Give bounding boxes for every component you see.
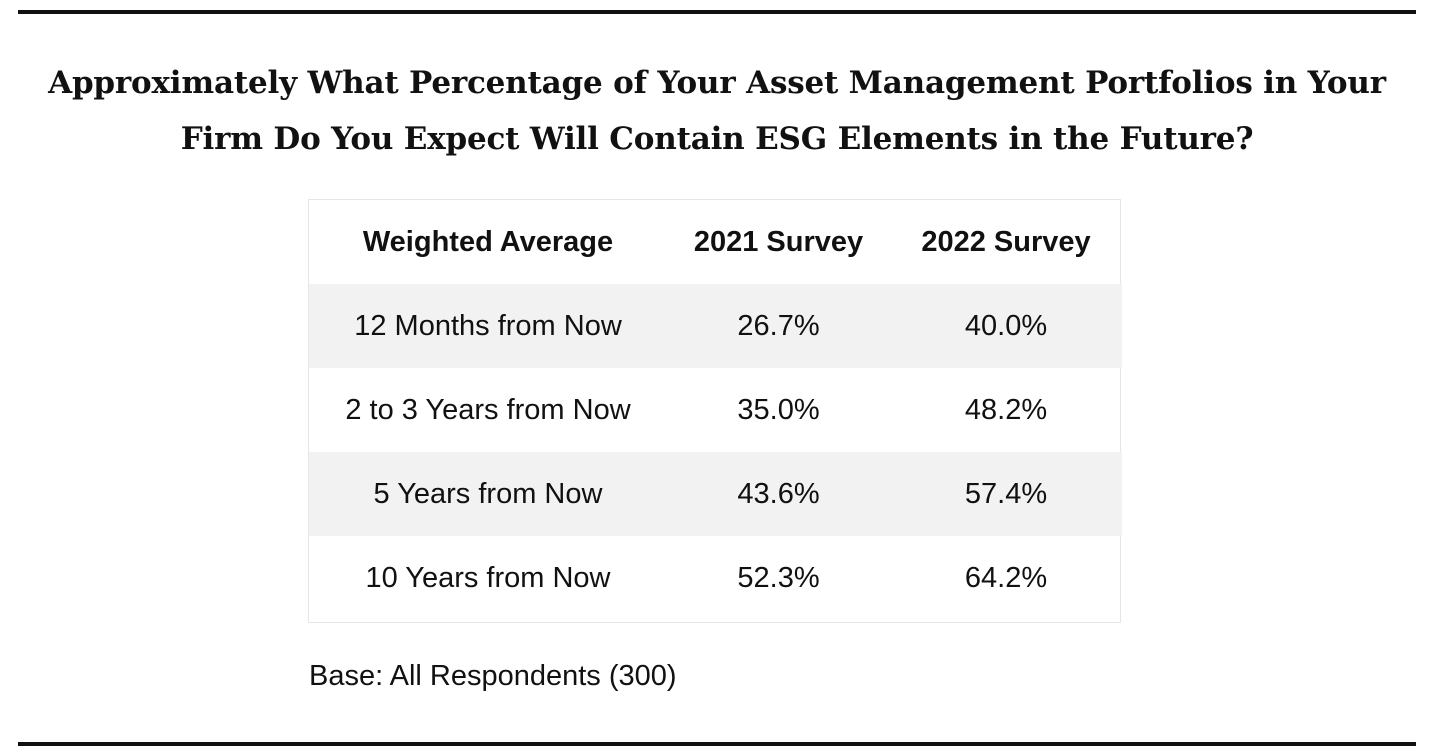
table-row: 12 Months from Now 26.7% 40.0%	[309, 284, 1122, 368]
row-label: 2 to 3 Years from Now	[345, 393, 631, 426]
row-label: 5 Years from Now	[309, 452, 667, 536]
cell-2022: 64.2%	[964, 561, 1048, 594]
cell-2021: 43.6%	[667, 452, 890, 536]
cell-2022: 57.4%	[890, 452, 1122, 536]
bottom-rule	[18, 742, 1416, 746]
table-row: 2 to 3 Years from Now 35.0% 48.2%	[309, 368, 1122, 452]
survey-table: Weighted Average 2021 Survey 2022 Survey…	[308, 199, 1122, 623]
header-row: Weighted Average 2021 Survey 2022 Survey	[309, 200, 1122, 284]
top-rule	[18, 10, 1416, 14]
cell-2022: 48.2%	[964, 393, 1048, 426]
base-note: Base: All Respondents (300)	[309, 660, 677, 692]
table-row: 10 Years from Now 52.3% 64.2%	[309, 536, 1122, 620]
column-header-weighted-average: Weighted Average	[362, 225, 614, 258]
chart-title: Approximately What Percentage of Your As…	[48, 65, 1386, 157]
column-header-2021-survey: 2021 Survey	[693, 225, 864, 258]
table-row: 5 Years from Now 43.6% 57.4%	[309, 452, 1122, 536]
row-label: 12 Months from Now	[309, 284, 667, 368]
column-header-2022-survey: 2022 Survey	[921, 225, 1091, 258]
cell-2021: 26.7%	[667, 284, 890, 368]
cell-2021: 35.0%	[737, 393, 820, 426]
row-label: 10 Years from Now	[365, 561, 611, 594]
data-table: Weighted Average 2021 Survey 2022 Survey…	[309, 200, 1122, 620]
cell-2022: 40.0%	[890, 284, 1122, 368]
cell-2021: 52.3%	[737, 561, 820, 594]
